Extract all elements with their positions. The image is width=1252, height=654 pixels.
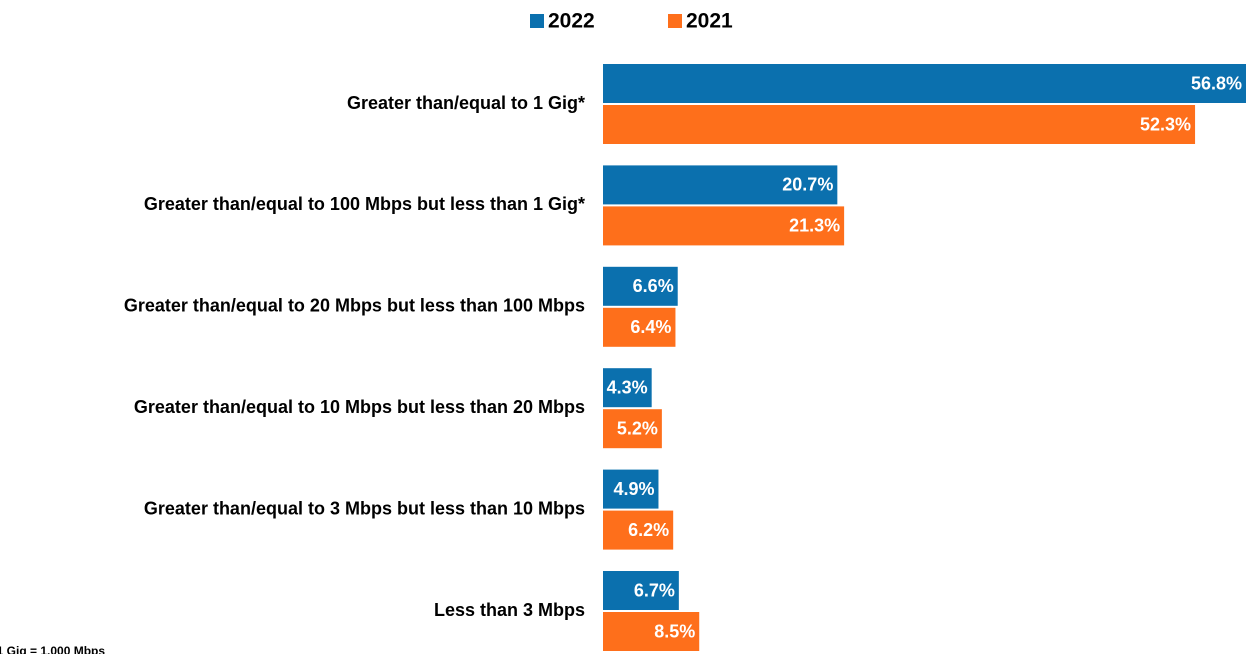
bar — [603, 571, 679, 610]
legend-label: 2022 — [548, 10, 595, 33]
category-label: Greater than/equal to 1 Gig* — [347, 93, 585, 113]
category-label: Less than 3 Mbps — [434, 600, 585, 620]
bar — [603, 368, 652, 408]
category-label: Greater than/equal to 10 Mbps but less t… — [134, 397, 585, 417]
value-label: 21.3% — [789, 216, 840, 236]
value-label: 6.4% — [630, 317, 671, 337]
category-label: Greater than/equal to 20 Mbps but less t… — [124, 296, 585, 316]
bar — [603, 64, 1246, 103]
bar — [603, 409, 662, 449]
value-label: 6.7% — [634, 580, 675, 600]
value-label: 52.3% — [1140, 114, 1191, 134]
value-label: 6.2% — [628, 520, 669, 540]
bar — [603, 165, 838, 205]
bar — [603, 105, 1196, 144]
legend-label: 2021 — [686, 10, 733, 33]
value-label: 20.7% — [782, 175, 833, 195]
value-label: 8.5% — [654, 621, 695, 641]
legend-swatch — [530, 14, 544, 28]
legend-swatch — [668, 14, 682, 28]
bar — [603, 307, 676, 347]
bar — [603, 510, 674, 550]
category-label: Greater than/equal to 3 Mbps but less th… — [144, 498, 585, 518]
bar — [603, 612, 700, 651]
bar — [603, 266, 678, 306]
value-label: 56.8% — [1191, 73, 1242, 93]
bar — [603, 206, 845, 246]
value-label: 4.9% — [613, 479, 654, 499]
footnote: *1 Gig = 1,000 Mbps — [0, 644, 105, 654]
category-label: Greater than/equal to 100 Mbps but less … — [144, 194, 585, 214]
value-label: 5.2% — [617, 418, 658, 438]
bar — [603, 469, 659, 509]
value-label: 4.3% — [607, 377, 648, 397]
value-label: 6.6% — [633, 276, 674, 296]
